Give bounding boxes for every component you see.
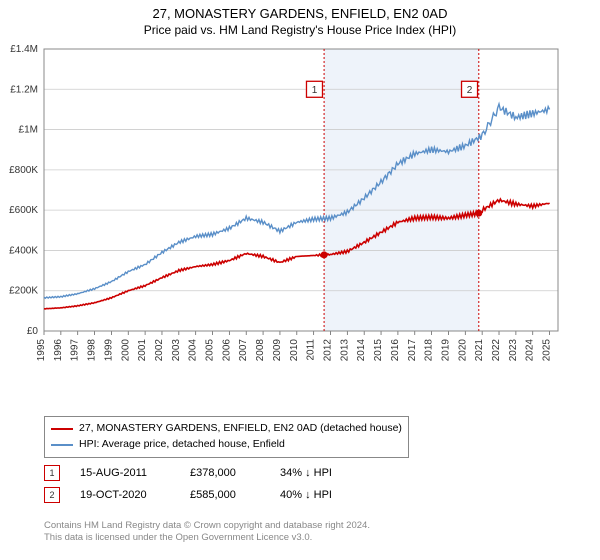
svg-text:2006: 2006: [221, 339, 232, 362]
svg-text:1998: 1998: [87, 339, 98, 362]
svg-text:2013: 2013: [339, 339, 350, 362]
sale-row: 1 15-AUG-2011£378,00034% ↓ HPI: [44, 462, 370, 484]
svg-text:2004: 2004: [188, 339, 199, 362]
svg-text:2014: 2014: [356, 339, 367, 362]
svg-text:1996: 1996: [53, 339, 64, 362]
chart-container: 27, MONASTERY GARDENS, ENFIELD, EN2 0AD …: [0, 0, 600, 560]
svg-text:2002: 2002: [154, 339, 165, 362]
legend-label: 27, MONASTERY GARDENS, ENFIELD, EN2 0AD …: [79, 421, 402, 437]
svg-text:2005: 2005: [205, 339, 216, 362]
svg-text:2: 2: [467, 85, 473, 96]
footer-line1: Contains HM Land Registry data © Crown c…: [44, 520, 370, 532]
svg-text:2007: 2007: [238, 339, 249, 362]
svg-text:1997: 1997: [70, 339, 81, 362]
sale-row: 2 19-OCT-2020£585,00040% ↓ HPI: [44, 484, 370, 506]
svg-text:2012: 2012: [322, 339, 333, 362]
sale-diff: 34% ↓ HPI: [280, 467, 370, 479]
svg-text:2010: 2010: [289, 339, 300, 362]
legend-item: HPI: Average price, detached house, Enfi…: [51, 437, 402, 453]
svg-text:£0: £0: [27, 326, 39, 337]
svg-text:2003: 2003: [171, 339, 182, 362]
sale-price: £585,000: [190, 489, 280, 501]
svg-text:2001: 2001: [137, 339, 148, 362]
svg-text:2019: 2019: [440, 339, 451, 362]
chart-legend: 27, MONASTERY GARDENS, ENFIELD, EN2 0AD …: [44, 416, 409, 458]
sale-diff: 40% ↓ HPI: [280, 489, 370, 501]
chart-title-address: 27, MONASTERY GARDENS, ENFIELD, EN2 0AD: [0, 0, 600, 21]
svg-text:2018: 2018: [424, 339, 435, 362]
svg-text:1995: 1995: [36, 339, 47, 362]
sales-table: 1 15-AUG-2011£378,00034% ↓ HPI 2 19-OCT-202…: [44, 462, 370, 506]
svg-text:2025: 2025: [542, 339, 553, 362]
sale-badge: 2: [44, 487, 60, 503]
svg-text:2000: 2000: [120, 339, 131, 362]
price-chart: £0 £200K £400K £600K £800K £1M £1.2M £1.4M 1995 1…: [0, 41, 570, 371]
legend-swatch: [51, 444, 73, 446]
svg-text:£200K: £200K: [9, 286, 38, 297]
footer-line2: This data is licensed under the Open Gov…: [44, 532, 370, 544]
svg-text:£1M: £1M: [19, 125, 38, 136]
svg-text:2022: 2022: [491, 339, 502, 362]
svg-text:1: 1: [312, 85, 318, 96]
svg-text:2016: 2016: [390, 339, 401, 362]
svg-text:2024: 2024: [525, 339, 536, 362]
legend-item: 27, MONASTERY GARDENS, ENFIELD, EN2 0AD …: [51, 421, 402, 437]
sale-badge: 1: [44, 465, 60, 481]
svg-text:£600K: £600K: [9, 205, 38, 216]
svg-text:2020: 2020: [457, 339, 468, 362]
svg-text:2011: 2011: [306, 339, 317, 361]
svg-text:£400K: £400K: [9, 245, 38, 256]
sale-price: £378,000: [190, 467, 280, 479]
legend-swatch: [51, 428, 73, 430]
svg-text:2021: 2021: [474, 339, 485, 362]
footer-attribution: Contains HM Land Registry data © Crown c…: [44, 520, 370, 545]
legend-label: HPI: Average price, detached house, Enfi…: [79, 437, 285, 453]
svg-text:£1.4M: £1.4M: [10, 44, 38, 55]
svg-text:1999: 1999: [103, 339, 114, 362]
svg-text:2009: 2009: [272, 339, 283, 362]
sale-date: 19-OCT-2020: [80, 489, 190, 501]
svg-text:2017: 2017: [407, 339, 418, 362]
svg-text:2008: 2008: [255, 339, 266, 362]
svg-text:£800K: £800K: [9, 165, 38, 176]
svg-text:£1.2M: £1.2M: [10, 84, 38, 95]
svg-text:2023: 2023: [508, 339, 519, 362]
sale-date: 15-AUG-2011: [80, 467, 190, 479]
svg-text:2015: 2015: [373, 339, 384, 362]
chart-title-subtitle: Price paid vs. HM Land Registry's House …: [0, 21, 600, 41]
